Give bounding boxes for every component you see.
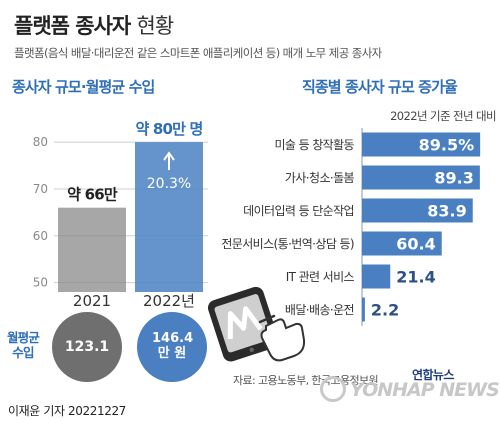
tablet-hand-icon (207, 286, 306, 362)
right-section-title: 직종별 종사자 규모 증가율 (302, 78, 458, 96)
category-label: 가사·청소·돌봄 (285, 171, 355, 185)
x-category-label: 2022년 (143, 292, 195, 310)
bar (362, 132, 481, 157)
logo-top-text: 연합뉴스 (412, 368, 454, 382)
page-subtitle: 플랫폼(음식 배달·대리운전 같은 스마트폰 애플리케이션 등) 매개 노무 제… (14, 46, 382, 60)
y-tick-label: 50 (33, 276, 48, 290)
bar-value-label: 약 66만 (67, 186, 118, 204)
title-suffix: 현황 (136, 14, 175, 38)
bar-value-label: 약 80만 명 (135, 120, 202, 138)
bar (362, 264, 391, 289)
income-2022-value: 146.4 만 원 (152, 331, 194, 361)
bar (362, 198, 473, 223)
page-title: 플랫폼 종사자 현황 (14, 10, 175, 40)
growth-annotation: 20.3% (147, 176, 191, 192)
bar-value-label: 60.4 (396, 235, 435, 254)
category-label: 미술 등 창작활동 (274, 138, 354, 152)
category-label: 배달·배송·운전 (285, 303, 354, 317)
workers-bar-chart: 50 60 70 80 약 66만 2021 약 80만 명 2022년 20.3% (33, 120, 208, 310)
average-income-label: 월평균 수입 (6, 330, 40, 360)
bar (362, 165, 480, 190)
y-tick-label: 60 (33, 229, 48, 243)
bar-value-label: 2.2 (371, 301, 399, 320)
bar-value-label: 21.4 (396, 268, 435, 287)
bar-value-label: 83.9 (427, 202, 466, 221)
chart-subtitle: 2022년 기준 전년 대비 (390, 109, 496, 123)
y-tick-label: 80 (33, 135, 48, 149)
bar (362, 297, 365, 322)
income-2022-circle: 146.4 만 원 (137, 312, 207, 382)
reporter-credit: 이재윤 기자 20221227 (8, 404, 126, 418)
title-main: 플랫폼 종사자 (14, 14, 131, 38)
logo-mark-icon (320, 376, 346, 402)
category-label: 전문서비스(통·번역·상담 등) (221, 237, 354, 251)
bar-value-label: 89.5% (419, 136, 475, 155)
income-2021-circle: 123.1 (52, 312, 122, 382)
left-section-title: 종사자 규모·월평균 수입 (12, 78, 155, 96)
average-income-label-text: 월평균 수입 (6, 330, 40, 360)
category-label: IT 관련 서비스 (286, 270, 355, 284)
bar-value-label: 89.3 (434, 169, 473, 188)
income-2021-value: 123.1 (64, 338, 110, 355)
x-category-label: 2021 (73, 292, 111, 310)
logo-watermark-text: YONHAP NEWS (350, 379, 500, 401)
bar (58, 207, 126, 292)
yonhap-logo: 연합뉴스 YONHAP NEWS (320, 366, 500, 414)
growth-arrowhead-icon (163, 151, 175, 161)
bar (362, 231, 442, 256)
category-label: 데이터입력 등 단순작업 (243, 204, 354, 218)
y-tick-label: 70 (33, 182, 48, 196)
